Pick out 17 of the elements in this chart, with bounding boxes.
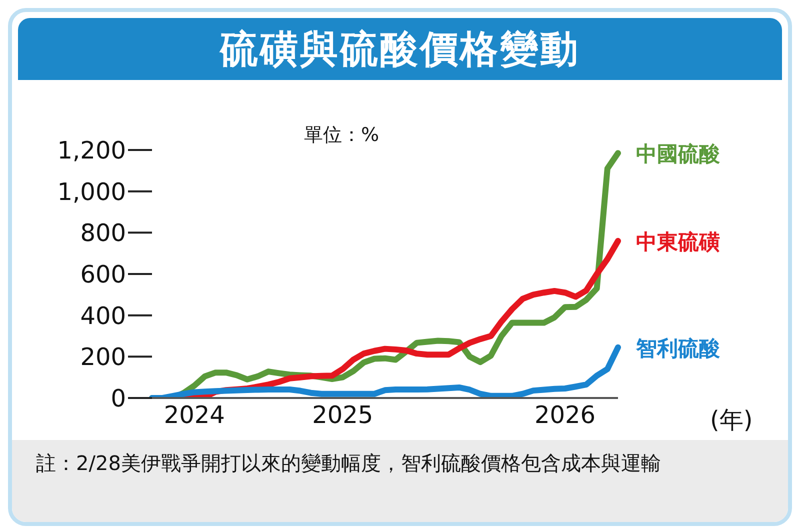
- y-axis-title: 單位：%: [304, 123, 380, 148]
- x-tick-label: 2024: [164, 401, 225, 430]
- y-tick-label: 1,200: [57, 136, 126, 165]
- y-tick-label: 400: [80, 302, 126, 330]
- chart-title: 硫磺與硫酸價格變動: [18, 18, 782, 80]
- series-label: 智利硫酸: [635, 336, 721, 360]
- y-tick-label: 0: [110, 384, 126, 413]
- text: 註：2/28美伊戰爭開打以來的變動幅度，智利硫酸價格包含成本與運輸: [36, 450, 662, 477]
- x-tick-label: 2026: [534, 401, 596, 430]
- y-tick-label: 800: [80, 219, 126, 248]
- x-tick-label: 2025: [312, 401, 374, 430]
- series-label: 中國硫酸: [636, 142, 721, 166]
- y-tick-label: 200: [80, 343, 126, 372]
- y-tick-label: 600: [80, 260, 126, 289]
- y-tick-label: 1,000: [57, 178, 126, 206]
- series-label: 中東硫磺: [636, 230, 720, 254]
- x-axis-title: (年): [710, 405, 753, 436]
